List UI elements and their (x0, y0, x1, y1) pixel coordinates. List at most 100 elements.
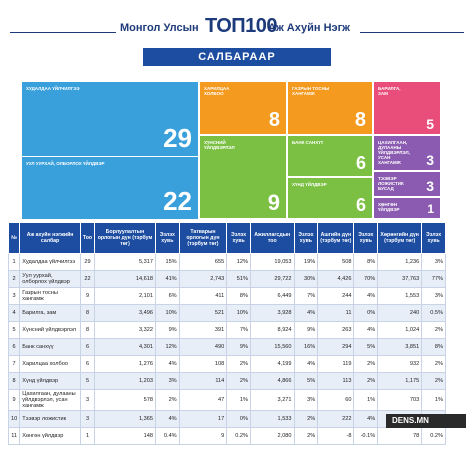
table-cell: 2 (7, 270, 21, 288)
table-cell: 8% (226, 287, 251, 305)
table-cell: 222 (317, 410, 355, 428)
column-header: № (7, 222, 21, 254)
table-cell: 3% (421, 253, 446, 271)
table-cell: Хөнгөн үйлдвэр (19, 427, 81, 445)
tile-value: 1 (427, 202, 434, 216)
tile-label: Цахилгаан, дулааны үйлдвэрлэл, усан ханг… (378, 140, 410, 165)
table-cell: 2,743 (178, 270, 228, 288)
column-header: Ашгийн дүн (тэрбум төг) (317, 222, 355, 254)
table-cell: -8 (317, 427, 355, 445)
table-cell: 5,317 (94, 253, 156, 271)
table-cell: 9 (79, 287, 96, 305)
table-cell: 10% (226, 304, 251, 322)
sector-table: № Аж ахуйн нэгжийн салбар Тоо Борлуулалтын … (7, 222, 446, 445)
table-cell: 148 (94, 427, 156, 445)
tile-label: Газрын тосны хангамж (292, 86, 330, 96)
tile-label: Харилцаа холбоо (204, 86, 230, 96)
table-cell: 1,236 (377, 253, 423, 271)
table-cell: 3% (421, 287, 446, 305)
table-cell: 5 (79, 372, 96, 390)
table-cell: 8% (353, 253, 379, 271)
table-cell: 8 (79, 321, 96, 339)
table-cell: 2,101 (94, 287, 156, 305)
subtitle-banner: САЛБАРААР (143, 48, 331, 66)
table-cell: 4,199 (249, 355, 295, 373)
table-cell: 703 (377, 389, 423, 411)
tile-value: 9 (267, 190, 280, 215)
table-cell: 294 (317, 338, 355, 356)
table-cell: 113 (317, 372, 355, 390)
table-cell: 1,024 (377, 321, 423, 339)
table-cell: 78 (377, 427, 423, 445)
header: Монгол Улсын ТОП100 Аж Ахуйн Нэгж (0, 0, 474, 48)
table-cell: 3,322 (94, 321, 156, 339)
table-cell: Уул уурхай, олборлох үйлдвэр (19, 270, 81, 288)
column-header: Ажиллагсдын тоо (249, 222, 295, 254)
tile-label: Тээвэр ложистик бусад (378, 176, 404, 191)
tile-label: Худалдаа үйлчилгээ (26, 86, 80, 91)
tile-10: Тээвэр ложистик бусад 3 (374, 172, 440, 196)
table-cell: 6% (154, 287, 180, 305)
table-cell: 5% (353, 338, 379, 356)
table-cell: 60 (317, 389, 355, 411)
table-cell: 8 (7, 372, 21, 390)
table-cell: Харилцаа холбоо (19, 355, 81, 373)
table-cell: 114 (178, 372, 228, 390)
table-cell: 411 (178, 287, 228, 305)
table-cell: 0% (226, 410, 251, 428)
tile-value: 5 (426, 116, 434, 132)
table-cell: 12% (226, 253, 251, 271)
table-cell: Худалдаа үйлчилгээ (19, 253, 81, 271)
table-cell: 70% (353, 270, 379, 288)
table-cell: 2% (421, 355, 446, 373)
column-header: Эзлэх хувь (226, 222, 251, 254)
table-cell: 1,175 (377, 372, 423, 390)
table-cell: 4% (353, 321, 379, 339)
tile-label: Хүнсний үйлдвэрлэл (204, 140, 235, 150)
table-cell: 2,080 (249, 427, 295, 445)
table-row: 7 Харилцаа холбоо 6 1,276 4% 108 2% 4,199 4% 119 2… (7, 355, 446, 373)
tile-value: 22 (163, 186, 192, 216)
table-cell: 6 (7, 338, 21, 356)
table-cell: 0.5% (421, 304, 446, 322)
table-cell: 11 (317, 304, 355, 322)
table-cell: 15,560 (249, 338, 295, 356)
table-cell: 0.2% (226, 427, 251, 445)
table-cell: 17 (178, 410, 228, 428)
table-cell: 244 (317, 287, 355, 305)
table-cell: 4% (293, 304, 319, 322)
table-body: 1 Худалдаа үйлчилгээ 29 5,317 15% 655 12% 19,05… (7, 253, 446, 445)
table-cell: 5% (293, 372, 319, 390)
table-cell: 2% (226, 372, 251, 390)
table-cell: 521 (178, 304, 228, 322)
table-cell: 10 (7, 410, 21, 428)
column-header: Борлуулалтын орлогын дүн (тэрбум төг) (94, 222, 156, 254)
header-line-left (10, 32, 116, 33)
table-cell: 3% (154, 372, 180, 390)
table-cell: 2% (293, 410, 319, 428)
table-cell: 3,928 (249, 304, 295, 322)
table-header-row: № Аж ахуйн нэгжийн салбар Тоо Борлуулалтын … (7, 222, 446, 254)
table-cell: 2% (353, 355, 379, 373)
table-cell: 2% (421, 372, 446, 390)
table-cell: 1,203 (94, 372, 156, 390)
table-cell: 11 (7, 427, 21, 445)
tile-2: Уул уурхай, олборлох үйлдвэр 22 (22, 157, 198, 219)
table-cell: 10% (154, 304, 180, 322)
table-cell: Банк санхүү (19, 338, 81, 356)
table-cell: 29,722 (249, 270, 295, 288)
table-cell: 9% (293, 321, 319, 339)
table-cell: 108 (178, 355, 228, 373)
table-cell: 7% (293, 287, 319, 305)
table-row: 3 Газрын тосны хангамж 9 2,101 6% 411 8% 6,449 7… (7, 287, 446, 305)
table-cell: 3 (7, 287, 21, 305)
column-header: Эзлэх хувь (154, 222, 180, 254)
table-cell: 1 (7, 253, 21, 271)
table-cell: 19,053 (249, 253, 295, 271)
tile-11: Хөнгөн үйлдвэр 1 (374, 198, 440, 218)
column-header: Татварын орлогын дүн (тэрбум төг) (178, 222, 228, 254)
table-row: 4 Барилга, зам 8 3,496 10% 521 10% 3,928 4% 11 0% 2… (7, 304, 446, 322)
tile-value: 8 (268, 109, 280, 131)
table-cell: 9 (178, 427, 228, 445)
table-cell: 9% (154, 321, 180, 339)
